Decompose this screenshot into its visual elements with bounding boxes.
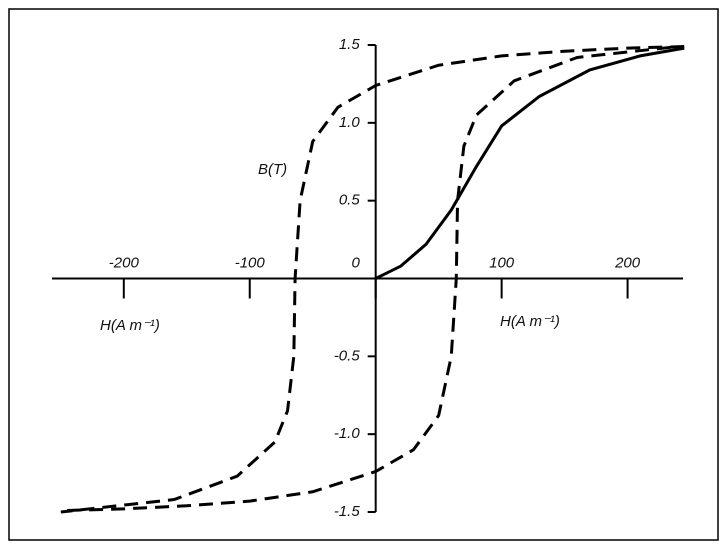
x-tick-label: 0 bbox=[352, 254, 361, 271]
curve bbox=[60, 45, 685, 514]
y-tick-label: -1.0 bbox=[334, 425, 361, 442]
curve bbox=[375, 46, 685, 280]
y-tick-label: 1.0 bbox=[339, 114, 361, 131]
y-tick-label: 1.5 bbox=[339, 36, 361, 53]
x-axis-label: H(A m⁻¹) bbox=[500, 313, 560, 330]
frame bbox=[8, 8, 719, 541]
y-tick-label: 0.5 bbox=[339, 192, 361, 209]
x-tick-label: -100 bbox=[235, 254, 266, 271]
y-tick-label: -0.5 bbox=[334, 347, 361, 364]
x-tick-label: 100 bbox=[489, 254, 515, 271]
x-tick-label: -200 bbox=[109, 254, 140, 271]
y-tick-label: -1.5 bbox=[334, 503, 361, 520]
curve bbox=[67, 45, 679, 512]
y-axis-label: B(T) bbox=[258, 161, 287, 178]
x-tick-label: 200 bbox=[614, 254, 641, 271]
x-axis-label: H(A m⁻¹) bbox=[100, 317, 160, 334]
